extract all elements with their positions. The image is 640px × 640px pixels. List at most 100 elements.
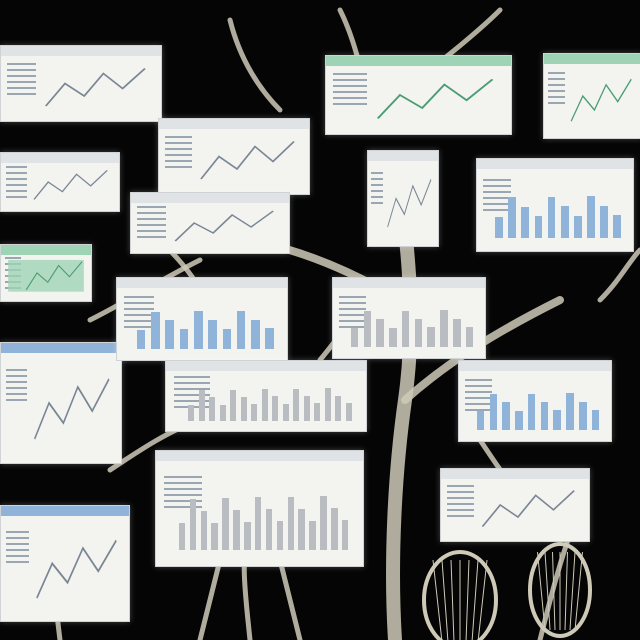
decorative-bar: [476, 411, 485, 430]
label-line: [483, 203, 512, 206]
decorative-bar: [427, 327, 436, 347]
card-line-sketch: [33, 170, 108, 200]
card-header-strip: [131, 193, 289, 203]
label-line: [5, 399, 28, 402]
sketch-line: [45, 68, 146, 107]
decorative-bar: [222, 328, 232, 349]
decorative-bar: [335, 395, 342, 422]
label-line: [165, 159, 192, 162]
chart-card: [0, 342, 122, 464]
card-label-lines: [5, 369, 28, 446]
label-line: [333, 79, 367, 82]
label-line: [165, 165, 192, 168]
decorative-bar: [298, 508, 305, 550]
decorative-bar: [452, 318, 461, 347]
card-line-sketch: [200, 141, 295, 180]
card-label-lines: [165, 135, 192, 184]
decorative-bar: [151, 311, 160, 349]
decorative-bar: [508, 197, 517, 239]
chart-card: [0, 505, 130, 622]
decorative-bar: [276, 521, 284, 550]
decorative-bar: [521, 206, 530, 239]
branch-stroke: [386, 183, 418, 640]
label-line: [465, 402, 493, 405]
label-line: [547, 96, 566, 99]
decorative-bar: [363, 311, 372, 347]
decorative-bar: [560, 206, 569, 239]
decorative-bar: [193, 311, 203, 349]
decorative-bar: [230, 389, 237, 422]
label-line: [547, 84, 566, 87]
seed-pod-rib: [552, 551, 556, 631]
card-line-sketch: [481, 490, 575, 527]
decorative-bar: [573, 215, 582, 239]
label-line: [483, 209, 512, 212]
seed-pod-rib: [477, 559, 488, 640]
label-line: [7, 80, 37, 83]
card-label-lines: [123, 296, 155, 349]
label-line: [6, 555, 30, 558]
label-line: [339, 319, 367, 322]
sketch-line: [25, 261, 83, 291]
decorative-bar: [251, 319, 260, 349]
decorative-bar: [320, 495, 327, 550]
card-line-sketch: [174, 210, 274, 242]
decorative-bar: [233, 509, 240, 550]
label-line: [174, 394, 210, 397]
decorative-bar: [527, 393, 536, 430]
sketch-line: [174, 210, 274, 242]
decorative-bar: [136, 329, 146, 349]
decorative-bar: [414, 318, 423, 347]
label-line: [446, 514, 474, 517]
label-line: [465, 408, 493, 411]
decorative-bar: [165, 320, 174, 349]
label-line: [370, 171, 384, 174]
label-line: [483, 185, 512, 188]
chart-card: [367, 150, 439, 247]
decorative-bar: [600, 205, 608, 239]
label-line: [164, 500, 202, 503]
decorative-bar: [219, 404, 226, 422]
label-line: [174, 382, 210, 385]
label-line: [5, 189, 27, 192]
label-line: [174, 388, 210, 391]
label-line: [6, 537, 30, 540]
card-header-strip: [1, 153, 119, 163]
label-line: [5, 387, 28, 390]
seed-pod-rib: [544, 551, 551, 631]
label-line: [547, 102, 566, 105]
card-label-lines: [7, 62, 37, 111]
card-line-sketch: [34, 378, 110, 440]
label-line: [165, 141, 192, 144]
card-bar-group: [134, 301, 277, 349]
decorative-bar: [272, 396, 279, 422]
chart-card: [458, 360, 612, 442]
sketch-line: [387, 178, 432, 228]
card-label-lines: [446, 484, 474, 531]
label-line: [333, 97, 367, 100]
label-line: [165, 135, 192, 138]
card-bar-group: [493, 185, 624, 239]
decorative-bar: [293, 388, 300, 422]
card-header-strip: [117, 278, 287, 288]
seed-pod-rib: [537, 551, 546, 631]
decorative-bar: [188, 404, 195, 422]
card-header-strip: [368, 151, 438, 161]
card-header-strip: [326, 56, 511, 66]
card-label-lines: [465, 378, 493, 430]
card-label-lines: [164, 476, 202, 550]
decorative-bar: [350, 328, 359, 347]
chart-card: [543, 53, 640, 139]
card-label-lines: [6, 531, 30, 605]
decorative-bar: [401, 310, 410, 347]
decorative-bar: [613, 215, 622, 239]
label-line: [339, 301, 367, 304]
decorative-bar: [178, 523, 186, 550]
decorative-bar: [303, 396, 310, 422]
label-line: [174, 376, 210, 379]
label-line: [123, 314, 155, 317]
label-line: [370, 177, 384, 180]
decorative-bar: [209, 397, 216, 422]
card-header-strip: [544, 54, 640, 64]
label-line: [137, 236, 166, 239]
